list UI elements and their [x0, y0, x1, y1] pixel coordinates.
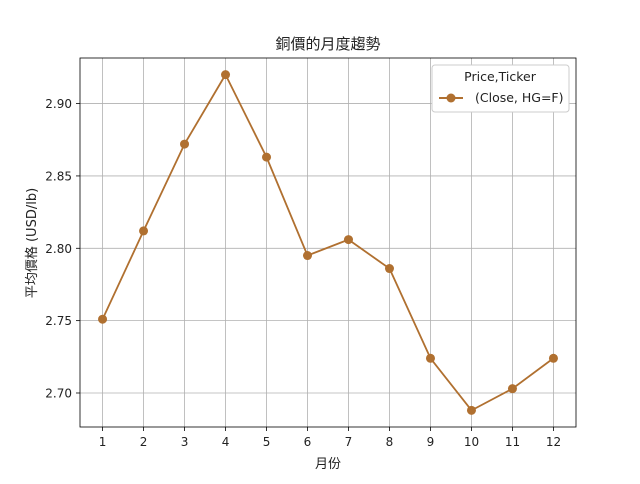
- legend-frame: [431, 64, 570, 113]
- y-tick-label: 2.70: [45, 386, 72, 400]
- axes-layer: 1 2 3 4 5 6 7 8 9 10 11 122.702.752.802.852.90: [45, 57, 577, 449]
- x-tick-label: 7: [345, 435, 353, 449]
- legend-marker-swatch: [446, 93, 456, 103]
- data-point: [507, 384, 517, 394]
- x-tick-label: 1: [99, 435, 107, 449]
- legend: Price,Ticker (Close, HG=F): [431, 64, 570, 113]
- x-tick-label: 12: [546, 435, 561, 449]
- legend-entry-label: (Close, HG=F): [475, 90, 564, 105]
- data-point: [139, 226, 149, 236]
- series-layer: [98, 70, 558, 415]
- x-tick-label: 9: [427, 435, 435, 449]
- x-tick-label: 2: [140, 435, 148, 449]
- y-axis-label: 平均價格 (USD/lb): [24, 188, 40, 298]
- data-point: [180, 139, 190, 149]
- x-tick-label: 3: [181, 435, 189, 449]
- x-tick-label: 10: [464, 435, 479, 449]
- series-line: [101, 73, 554, 412]
- x-tick-label: 8: [386, 435, 394, 449]
- y-tick-label: 2.75: [45, 314, 72, 328]
- data-point: [221, 70, 231, 80]
- data-point: [303, 251, 313, 261]
- data-point: [425, 353, 435, 363]
- x-axis-label: 月份: [315, 457, 341, 472]
- legend-title: Price,Ticker: [464, 69, 537, 84]
- data-point: [384, 264, 394, 274]
- y-tick-label: 2.90: [45, 97, 72, 111]
- data-point: [343, 235, 353, 245]
- x-tick-label: 11: [505, 435, 520, 449]
- chart-title: 銅價的月度趨勢: [275, 35, 380, 53]
- x-tick-label: 6: [304, 435, 312, 449]
- data-point: [548, 353, 558, 363]
- data-point: [262, 152, 272, 162]
- data-point: [98, 314, 108, 324]
- x-tick-label: 4: [222, 435, 230, 449]
- x-tick-label: 5: [263, 435, 271, 449]
- data-point: [466, 405, 476, 415]
- y-tick-label: 2.85: [45, 169, 72, 183]
- y-tick-label: 2.80: [45, 242, 72, 256]
- plot-frame: [79, 57, 577, 428]
